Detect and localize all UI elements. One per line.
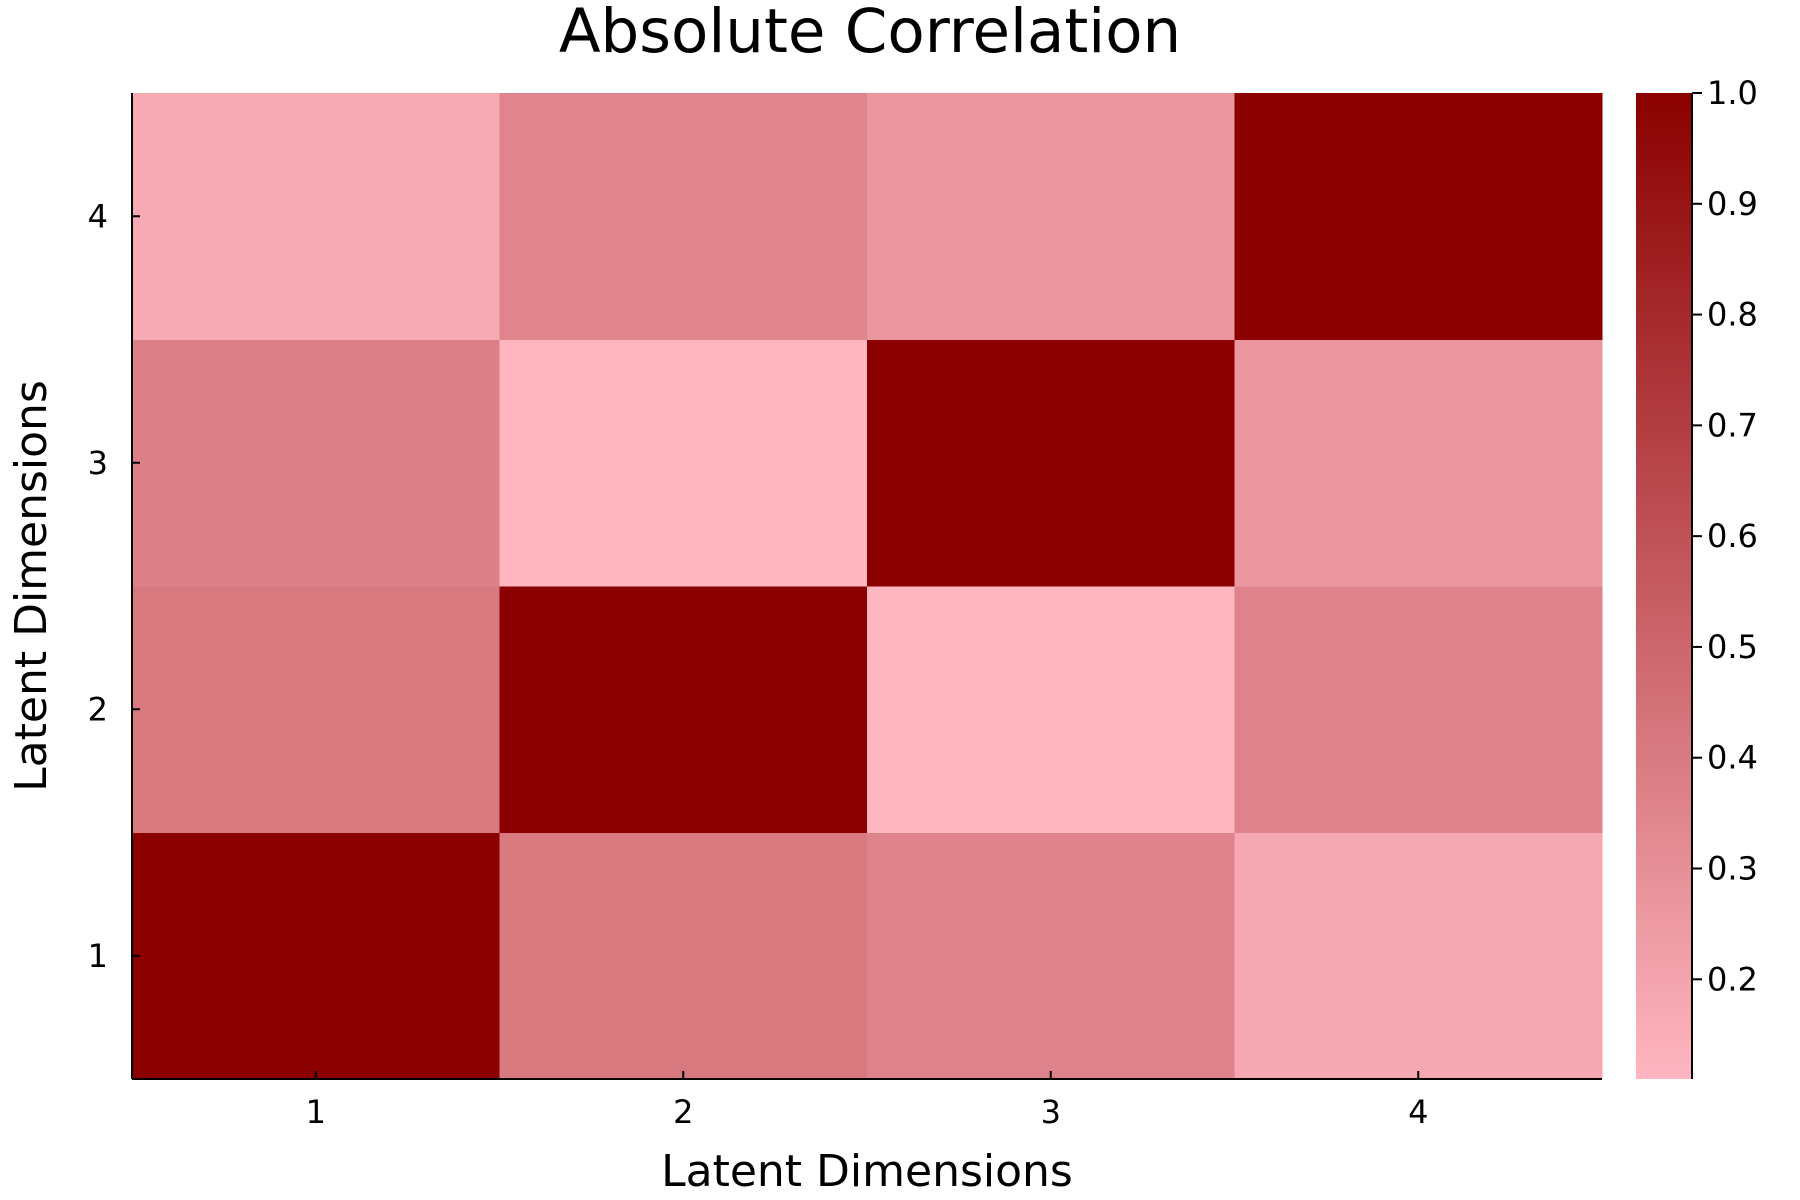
heatmap-cell-y1-x1 <box>132 832 500 1080</box>
y-axis-label: Latent Dimensions <box>6 380 57 792</box>
heatmap-cell-y1-x4 <box>1234 832 1603 1080</box>
colorbar-tick-label: 0.4 <box>1707 739 1758 777</box>
heatmap-cell-y2-x1 <box>132 586 500 833</box>
colorbar-tick-label: 0.3 <box>1707 850 1758 888</box>
heatmap-cell-y3-x4 <box>1234 339 1603 587</box>
colorbar-tick-label: 0.7 <box>1707 406 1758 444</box>
y-tick-label: 4 <box>88 197 108 235</box>
heatmap-cells <box>132 93 1603 1080</box>
heatmap-cell-y3-x2 <box>499 339 868 587</box>
colorbar: 0.2 0.3 0.4 0.5 0.6 0.7 0.8 0.9 1.0 <box>1636 74 1758 1079</box>
colorbar-tick-label: 0.5 <box>1707 628 1758 666</box>
colorbar-gradient <box>1636 93 1692 1079</box>
y-tick-label: 3 <box>88 444 108 482</box>
x-tick-label: 1 <box>306 1093 326 1131</box>
heatmap-cell-y3-x1 <box>132 339 500 587</box>
x-tick-label: 4 <box>1408 1093 1428 1131</box>
heatmap-cell-y1-x3 <box>867 832 1235 1080</box>
y-axis-ticks: 1 2 3 4 <box>88 197 140 975</box>
x-axis-label: Latent Dimensions <box>661 1146 1073 1197</box>
y-tick-label: 1 <box>88 937 108 975</box>
x-axis-ticks: 1 2 3 4 <box>306 1071 1428 1131</box>
heatmap-cell-y4-x3 <box>867 93 1235 340</box>
heatmap-cell-y1-x2 <box>499 832 868 1080</box>
colorbar-tick-label: 0.2 <box>1707 960 1758 998</box>
heatmap-cell-y3-x3 <box>867 339 1235 587</box>
heatmap-cell-y4-x1 <box>132 93 500 340</box>
chart-title: Absolute Correlation <box>559 0 1181 67</box>
colorbar-tick-label: 0.6 <box>1707 517 1758 555</box>
heatmap-cell-y4-x4 <box>1234 93 1603 340</box>
x-tick-label: 3 <box>1041 1093 1061 1131</box>
heatmap-cell-y2-x4 <box>1234 586 1603 833</box>
x-tick-label: 2 <box>673 1093 693 1131</box>
plot-axes <box>131 93 1602 1080</box>
colorbar-tick-label: 0.9 <box>1707 185 1758 223</box>
colorbar-tick-label: 0.8 <box>1707 296 1758 334</box>
colorbar-ticks: 0.2 0.3 0.4 0.5 0.6 0.7 0.8 0.9 1.0 <box>1692 74 1758 998</box>
heatmap-cell-y2-x3 <box>867 586 1235 833</box>
heatmap-cell-y4-x2 <box>499 93 868 340</box>
y-tick-label: 2 <box>88 690 108 728</box>
heatmap-cell-y2-x2 <box>499 586 868 833</box>
colorbar-tick-label: 1.0 <box>1707 74 1758 112</box>
